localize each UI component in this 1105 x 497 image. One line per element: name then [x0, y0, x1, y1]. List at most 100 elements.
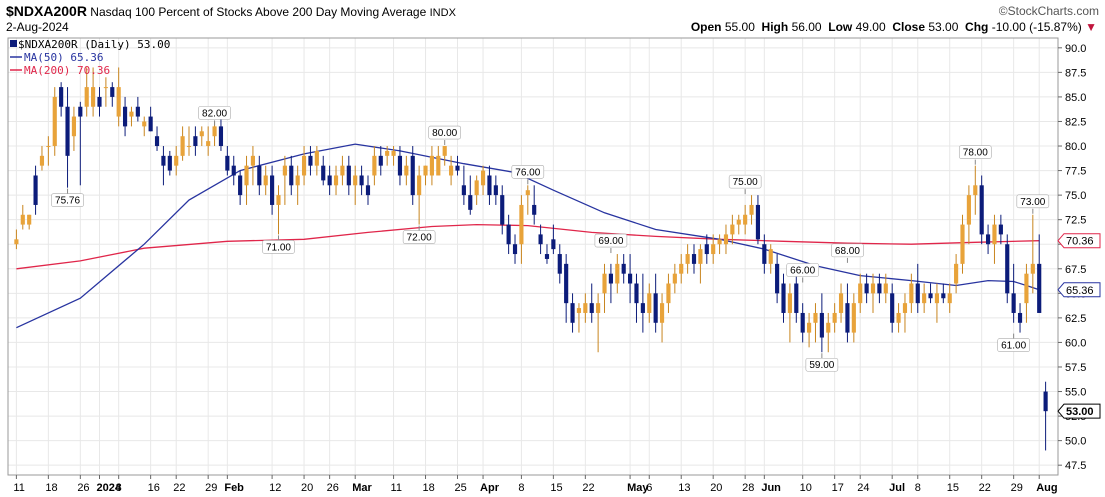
candle	[666, 273, 671, 313]
credit: ©StockCharts.com	[998, 4, 1099, 18]
candle	[218, 116, 224, 151]
candle	[455, 155, 460, 176]
annotation-box	[831, 243, 864, 258]
candle-body	[276, 195, 281, 205]
candle-body	[263, 175, 268, 186]
value-marker: 65.36	[1057, 282, 1101, 298]
candle-body	[103, 87, 108, 89]
candle	[461, 165, 466, 205]
candle	[813, 303, 818, 343]
annotation-label: 76.00	[515, 167, 540, 178]
candle	[27, 214, 32, 230]
candle	[800, 303, 805, 343]
candle-body	[634, 283, 639, 304]
candle	[909, 273, 914, 313]
candle-body	[468, 195, 473, 210]
candle	[321, 155, 326, 186]
candle	[257, 155, 262, 196]
exchange: INDX	[429, 7, 456, 19]
candle	[84, 67, 89, 117]
candle	[1043, 381, 1048, 451]
candle-body	[417, 175, 422, 196]
candle	[890, 283, 895, 333]
candle-body	[775, 263, 780, 294]
candle-body	[512, 244, 518, 255]
candle	[985, 224, 991, 255]
candle	[934, 283, 940, 323]
annotation-label: 80.00	[432, 128, 457, 139]
candle	[966, 185, 971, 245]
candle-body	[174, 155, 179, 166]
legend: $NDXA200R (Daily) 53.00 MA(50) 65.36 MA(…	[10, 38, 170, 77]
candle	[372, 146, 377, 186]
candle	[46, 136, 51, 166]
candle	[231, 155, 236, 186]
candle-body	[52, 96, 57, 147]
candle	[819, 293, 824, 353]
candle-body	[423, 165, 428, 176]
candle-body	[385, 150, 390, 156]
candle-body	[346, 165, 351, 186]
candle-body	[480, 170, 486, 186]
candle-body	[442, 146, 447, 156]
candle	[225, 146, 230, 176]
candle-body	[372, 155, 377, 176]
candle-body	[826, 322, 831, 333]
candle	[244, 155, 249, 205]
x-tick-label: Jun	[761, 482, 781, 494]
candle	[954, 254, 959, 294]
y-tick-label: 90.0	[1065, 43, 1086, 55]
candle	[506, 214, 511, 255]
candle	[551, 224, 556, 255]
annotation-label: 69.00	[598, 236, 623, 247]
candle-body	[110, 87, 115, 97]
annotation-box	[428, 125, 461, 140]
candle	[1037, 234, 1042, 313]
candle	[282, 155, 287, 205]
description: Nasdaq 100 Percent of Stocks Above 200 D…	[90, 5, 427, 19]
candle-body	[1024, 273, 1029, 304]
candle	[621, 254, 626, 284]
candle-body	[20, 214, 25, 225]
candle	[193, 126, 198, 156]
candle-body	[564, 263, 569, 304]
candle-body	[27, 214, 32, 225]
x-tick-label: 15	[947, 482, 959, 494]
annotations: 75.76 82.00 71.00 72.00 80.00 76.00 69.00 75.00…	[51, 106, 1050, 372]
candle-body	[500, 195, 505, 225]
candle-body	[762, 244, 767, 264]
candle-body	[71, 116, 77, 137]
candle	[736, 214, 741, 235]
candle	[864, 273, 869, 304]
x-tick-label: 2024	[96, 482, 121, 494]
high-label: High	[761, 20, 789, 34]
candle	[723, 224, 729, 255]
chart-title: $NDXA200R Nasdaq 100 Percent of Stocks A…	[6, 3, 456, 19]
x-tick-label: 12	[269, 482, 281, 494]
candle	[14, 229, 19, 250]
x-tick-label: 17	[832, 482, 844, 494]
x-tick-label: 11	[13, 482, 24, 494]
x-tick-label: 6	[646, 482, 652, 494]
candle-body	[193, 136, 198, 147]
candle	[180, 126, 185, 161]
x-tick-label: 13	[678, 482, 690, 494]
x-tick-label: 26	[327, 482, 339, 494]
candle-body	[743, 214, 748, 225]
candle-body	[858, 283, 863, 304]
annotation-box	[51, 193, 84, 207]
candle	[417, 165, 422, 225]
candle-body	[666, 283, 671, 304]
annotation-box	[511, 165, 545, 179]
candle-body	[59, 87, 64, 107]
candle	[161, 146, 166, 186]
candle	[404, 155, 409, 186]
candle-body	[257, 165, 262, 186]
annotation-box	[997, 338, 1030, 352]
candle	[238, 170, 243, 205]
candle-body	[589, 303, 594, 313]
candle	[947, 283, 952, 313]
candle	[576, 303, 582, 333]
candle	[429, 146, 434, 186]
candle-body	[653, 293, 658, 323]
